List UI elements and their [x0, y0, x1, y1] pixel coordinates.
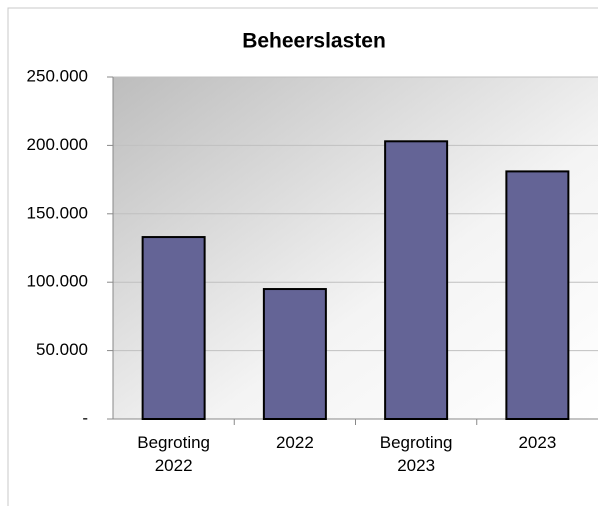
- y-tick-label: 200.000: [27, 135, 88, 154]
- y-tick-label: 100.000: [27, 272, 88, 291]
- y-tick-label: 50.000: [36, 340, 88, 359]
- x-tick-label: Begroting 2022: [137, 433, 211, 475]
- bar: [384, 140, 449, 421]
- x-tick-label: Begroting 2023: [379, 433, 453, 475]
- bar: [262, 288, 327, 421]
- x-tick-label: 2023: [518, 433, 557, 452]
- chart-title: Beheerslasten: [242, 30, 386, 53]
- y-tick-label: 250.000: [27, 66, 88, 85]
- y-tick-label: 150.000: [27, 203, 88, 222]
- bar: [505, 170, 570, 420]
- x-tick-label: 2022: [275, 433, 314, 452]
- chart-border: [7, 7, 598, 506]
- bar: [141, 236, 206, 420]
- y-tick-label: -: [82, 408, 88, 427]
